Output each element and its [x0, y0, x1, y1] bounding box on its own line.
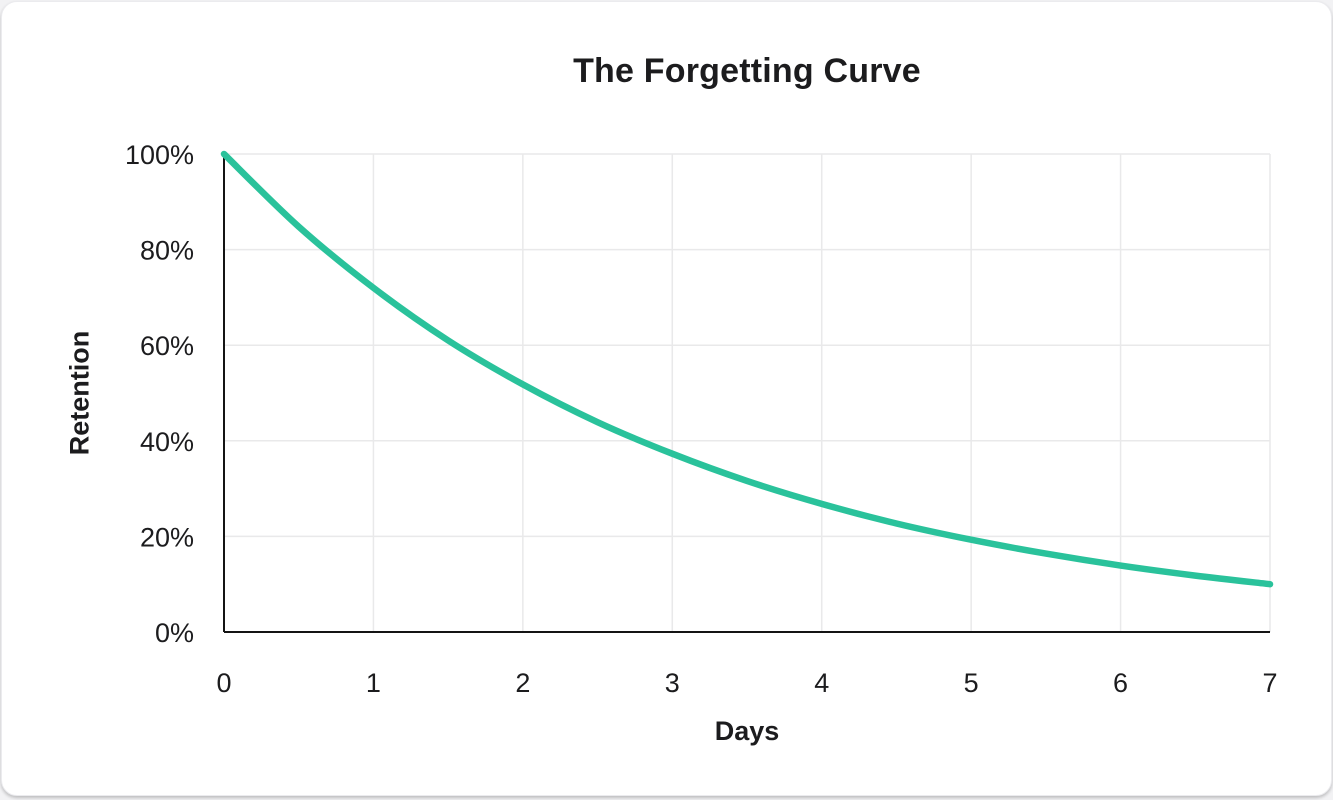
- y-tick-label: 60%: [140, 331, 194, 361]
- x-tick-label: 7: [1262, 668, 1277, 698]
- x-tick-label: 6: [1113, 668, 1128, 698]
- y-tick-label: 40%: [140, 427, 194, 457]
- x-tick-label: 4: [814, 668, 829, 698]
- x-tick-label: 3: [665, 668, 680, 698]
- x-tick-label: 0: [216, 668, 231, 698]
- x-tick-label: 1: [366, 668, 381, 698]
- chart-title: The Forgetting Curve: [573, 52, 921, 90]
- y-tick-label: 80%: [140, 236, 194, 266]
- x-axis-label: Days: [714, 716, 780, 746]
- y-tick-label: 100%: [125, 140, 194, 170]
- x-tick-label: 5: [964, 668, 979, 698]
- retention-curve: [220, 150, 1274, 588]
- y-tick-label: 20%: [140, 522, 194, 552]
- x-tick-label: 2: [515, 668, 530, 698]
- y-tick-label: 0%: [155, 618, 194, 648]
